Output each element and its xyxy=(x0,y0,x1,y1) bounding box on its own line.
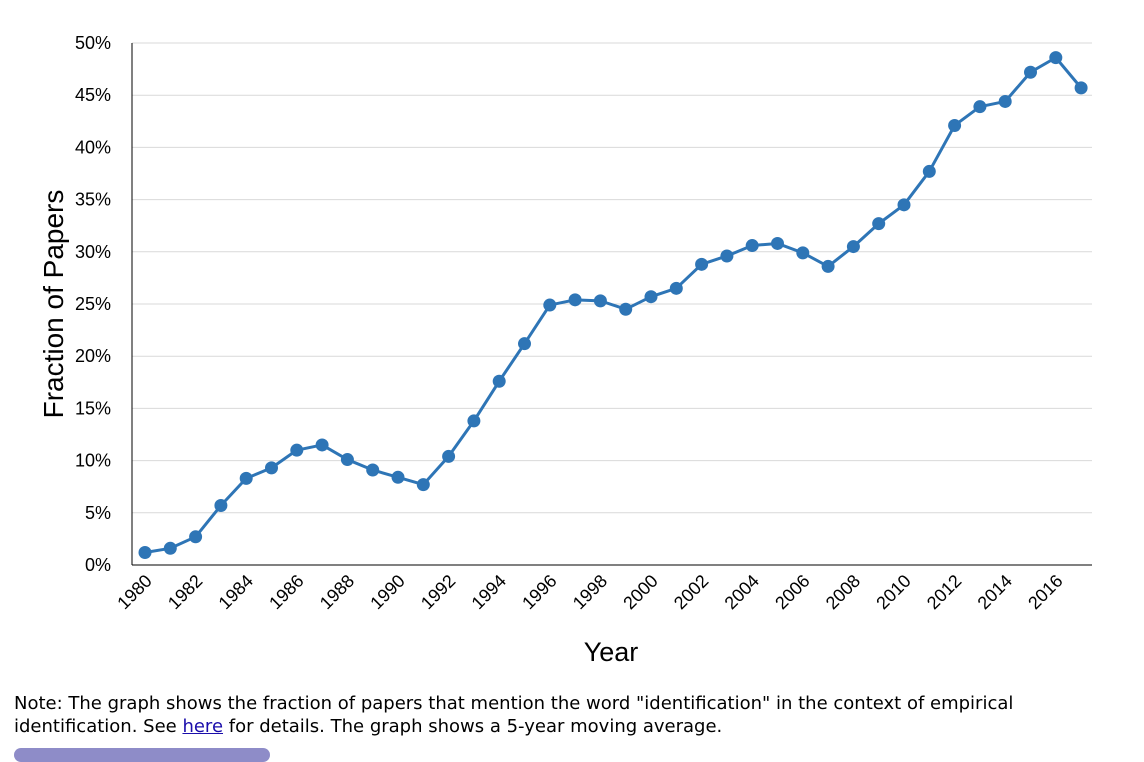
y-tick-label: 35% xyxy=(75,190,111,210)
y-tick-labels: 0% 5% 10% 15% 20% 25% 30% 35% 40% 45% 50% xyxy=(75,33,111,575)
x-tick-labels: 1980 1982 1984 1986 1988 1990 1992 1994 1996 1998… xyxy=(113,571,1066,613)
axes xyxy=(131,43,1092,566)
y-axis-title: Fraction of Papers xyxy=(38,190,69,419)
x-tick-label: 2008 xyxy=(822,571,864,613)
data-point xyxy=(644,290,658,304)
data-point xyxy=(922,164,936,178)
data-point xyxy=(416,478,430,492)
details-link[interactable]: here xyxy=(182,716,224,737)
y-tick-label: 10% xyxy=(75,451,111,471)
x-tick-label: 2010 xyxy=(872,571,914,613)
data-point xyxy=(695,257,709,271)
x-tick-label: 1994 xyxy=(468,571,510,613)
data-point xyxy=(492,374,506,388)
chart-note: Note: The graph shows the fraction of pa… xyxy=(14,692,1124,738)
data-point xyxy=(568,293,582,307)
data-point xyxy=(239,471,253,485)
data-point xyxy=(189,530,203,544)
data-point xyxy=(872,217,886,231)
data-point xyxy=(265,461,278,475)
data-point xyxy=(518,337,531,351)
data-point xyxy=(1074,81,1088,95)
data-point xyxy=(846,240,860,254)
series-line xyxy=(144,56,1083,554)
data-point xyxy=(315,438,329,452)
x-tick-label: 1998 xyxy=(569,571,611,613)
x-tick-label: 2016 xyxy=(1024,571,1066,613)
y-tick-label: 0% xyxy=(85,555,111,575)
note-text-after: for details. The graph shows a 5-year mo… xyxy=(223,716,723,737)
x-tick-label: 1980 xyxy=(113,571,155,613)
x-tick-label: 1990 xyxy=(366,571,408,613)
x-tick-label: 2006 xyxy=(771,571,813,613)
note-text-before: Note: The graph shows the fraction of pa… xyxy=(14,693,1014,737)
data-point xyxy=(138,545,152,559)
x-tick-label: 1996 xyxy=(518,571,560,613)
gridlines xyxy=(132,42,1092,514)
y-tick-label: 25% xyxy=(75,294,111,314)
data-point xyxy=(1049,51,1063,65)
data-point xyxy=(771,236,784,250)
data-point xyxy=(796,246,810,260)
data-point xyxy=(163,541,177,555)
x-tick-label: 2002 xyxy=(670,571,712,613)
x-tick-label: 1986 xyxy=(265,571,307,613)
data-point xyxy=(467,414,481,428)
data-point xyxy=(290,443,304,457)
y-tick-label: 15% xyxy=(75,398,111,418)
y-tick-label: 50% xyxy=(75,33,111,53)
y-tick-label: 20% xyxy=(75,346,111,366)
partial-button[interactable] xyxy=(14,748,270,762)
data-point xyxy=(593,294,607,308)
x-tick-label: 2000 xyxy=(619,571,661,613)
y-tick-label: 45% xyxy=(75,85,111,105)
x-tick-label: 2004 xyxy=(721,571,763,613)
data-point xyxy=(340,453,354,467)
data-point xyxy=(214,498,228,512)
x-tick-label: 1982 xyxy=(164,571,206,613)
x-tick-label: 1992 xyxy=(417,571,459,613)
x-tick-label: 2012 xyxy=(923,571,965,613)
data-point xyxy=(745,239,759,253)
data-point xyxy=(897,198,911,212)
y-tick-label: 30% xyxy=(75,242,111,262)
data-point xyxy=(973,100,987,114)
series xyxy=(138,51,1088,559)
y-tick-label: 40% xyxy=(75,137,111,157)
data-point xyxy=(442,449,456,463)
data-point xyxy=(543,298,557,312)
data-point xyxy=(366,463,380,477)
data-point xyxy=(720,249,734,263)
data-point xyxy=(619,302,633,316)
data-point xyxy=(1024,65,1037,79)
data-point xyxy=(821,259,835,273)
y-tick-label: 5% xyxy=(85,503,111,523)
data-point xyxy=(391,470,405,484)
data-point xyxy=(948,118,962,132)
data-point xyxy=(669,281,683,295)
line-chart: 0% 5% 10% 15% 20% 25% 30% 35% 40% 45% 50% 1980 1982… xyxy=(38,33,1092,667)
x-tick-label: 1988 xyxy=(316,571,358,613)
x-tick-label: 2014 xyxy=(974,571,1016,613)
x-axis-title: Year xyxy=(584,637,639,667)
x-tick-label: 1984 xyxy=(215,571,257,613)
data-point xyxy=(998,94,1012,108)
